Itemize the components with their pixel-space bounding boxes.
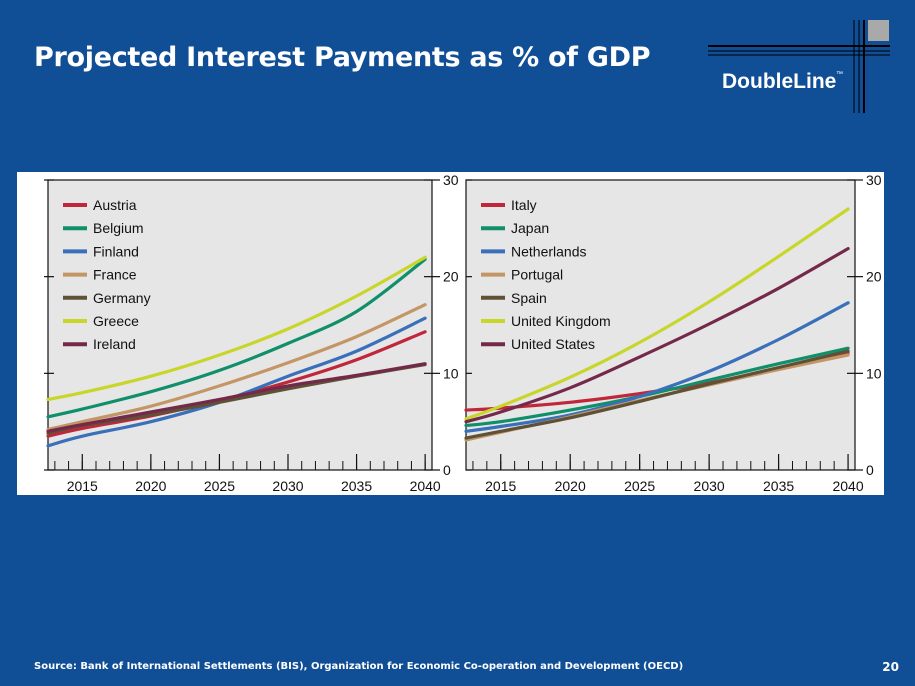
y-tick-label: 10	[443, 365, 459, 381]
chart-2: 2015 2020 2025 2030 2035 20400102030ItalyJapa…	[464, 172, 882, 494]
logo-text: DoubleLine	[722, 70, 836, 93]
series-line-united-states	[464, 247, 850, 424]
legend-label-ireland: Ireland	[93, 336, 136, 352]
x-tick-label: 2015	[67, 478, 98, 494]
legend-label-france: France	[93, 267, 137, 283]
x-tick-label: 2040	[410, 478, 441, 494]
doubleline-logo: DoubleLine ™	[700, 18, 900, 118]
y-tick-label: 30	[866, 172, 882, 188]
y-tick-label: 20	[443, 269, 459, 285]
series-line-spain	[464, 349, 850, 440]
x-tick-label: 2030	[694, 478, 725, 494]
x-tick-label: 2025	[204, 478, 235, 494]
legend-label-portugal: Portugal	[511, 267, 563, 283]
x-tick-label: 2040	[832, 478, 863, 494]
series-line-united-kingdom	[464, 207, 850, 421]
charts-svg: 2015 2020 2025 2030 2035 20400102030AustriaBe…	[44, 172, 882, 494]
x-tick-label: 2020	[135, 478, 166, 494]
slide-title: Projected Interest Payments as % of GDP	[34, 42, 651, 73]
series-line-ireland	[46, 362, 427, 433]
y-tick-label: 0	[866, 462, 874, 478]
legend-label-finland: Finland	[93, 243, 139, 259]
legend-label-united-states: United States	[511, 336, 595, 352]
x-tick-label: 2030	[272, 478, 303, 494]
x-tick-label: 2015	[485, 478, 516, 494]
source-note: Source: Bank of International Settlement…	[34, 661, 684, 672]
y-tick-label: 10	[866, 365, 882, 381]
page-number: 20	[882, 660, 899, 674]
series-line-france	[46, 303, 427, 431]
legend-label-greece: Greece	[93, 313, 139, 329]
series-line-netherlands	[464, 301, 850, 433]
logo-tm: ™	[836, 71, 843, 78]
series-line-greece	[46, 255, 427, 401]
legend-label-italy: Italy	[511, 197, 537, 213]
legend-label-belgium: Belgium	[93, 220, 144, 236]
x-tick-label: 2025	[624, 478, 655, 494]
series-line-belgium	[46, 257, 427, 419]
legend-label-united-kingdom: United Kingdom	[511, 313, 611, 329]
x-tick-label: 2020	[555, 478, 586, 494]
legend-label-austria: Austria	[93, 197, 137, 213]
legend-label-germany: Germany	[93, 290, 151, 306]
x-tick-label: 2035	[341, 478, 372, 494]
y-tick-label: 20	[866, 269, 882, 285]
chart-1: 2015 2020 2025 2030 2035 20400102030AustriaBe…	[44, 172, 459, 494]
x-tick-label: 2035	[763, 478, 794, 494]
legend-label-japan: Japan	[511, 220, 549, 236]
legend-label-netherlands: Netherlands	[511, 243, 587, 259]
y-tick-label: 0	[443, 462, 451, 478]
y-tick-label: 30	[443, 172, 459, 188]
charts-panel: 2015 2020 2025 2030 2035 2040 0 10 20 30 Austria Be…	[17, 172, 884, 495]
legend-label-spain: Spain	[511, 290, 547, 306]
